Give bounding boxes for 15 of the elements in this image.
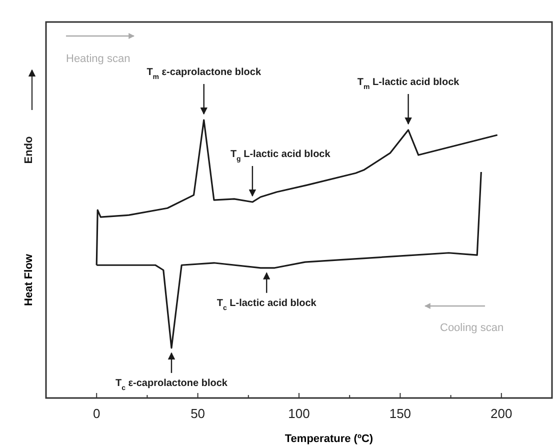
annotation: T$_{c}$ L-lactic acid block	[216, 298, 317, 312]
annotation: Cooling scan	[440, 322, 504, 334]
x-tick-label: 150	[389, 406, 412, 421]
annotation: T$_{g}$ L-lactic acid block	[230, 149, 331, 163]
x-tick-label: 0	[92, 406, 100, 421]
x-tick-label: 200	[490, 406, 512, 421]
annotation: T$_{m}$ ε-caprolactone block	[146, 67, 262, 80]
annotation: T$_{c}$ ε-caprolactone block	[115, 378, 228, 392]
annotation: T$_{m}$ L-lactic acid block	[357, 77, 460, 91]
text: Heating scan	[66, 53, 130, 65]
x-tick-label: 100	[288, 406, 310, 421]
text: Endo	[23, 136, 35, 164]
x-axis-title: Temperature (ºC)	[284, 433, 374, 445]
x-tick-label: 50	[190, 406, 206, 421]
y-axis-title: Heat Flow	[23, 254, 35, 306]
